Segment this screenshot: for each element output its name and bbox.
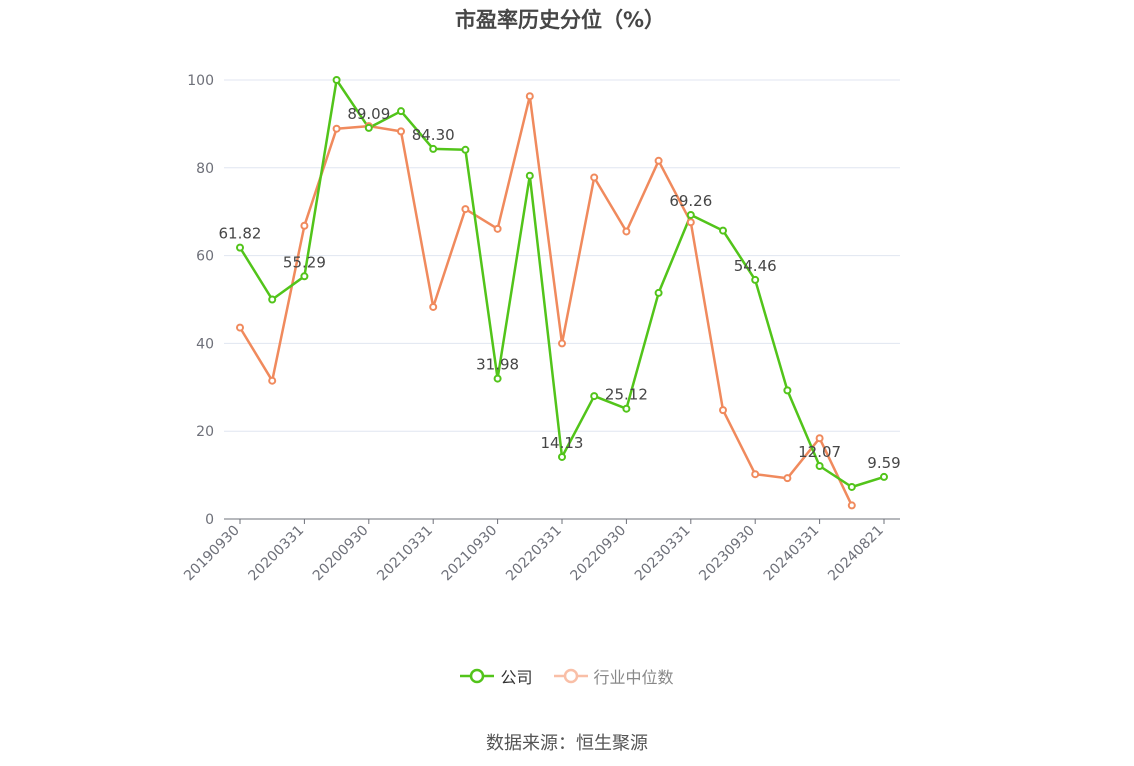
legend-label-company: 公司 bbox=[500, 668, 533, 687]
data-point bbox=[815, 462, 824, 471]
data-label: 69.26 bbox=[669, 192, 712, 210]
data-point bbox=[654, 288, 663, 297]
data-point bbox=[332, 124, 341, 133]
series-line-company bbox=[238, 78, 885, 489]
legend: 公司 行业中位数 bbox=[0, 664, 1134, 688]
data-point bbox=[686, 210, 695, 219]
data-point bbox=[461, 145, 470, 154]
data-point bbox=[686, 218, 695, 227]
data-label: 89.09 bbox=[347, 105, 390, 123]
y-tick-label: 40 bbox=[196, 336, 214, 352]
data-point bbox=[751, 470, 760, 479]
data-point bbox=[429, 144, 438, 153]
data-point bbox=[364, 123, 373, 132]
data-label: 31.98 bbox=[476, 356, 519, 374]
data-label: 61.82 bbox=[219, 225, 262, 243]
x-tick-label: 20230331 bbox=[632, 523, 694, 585]
data-point bbox=[880, 472, 888, 481]
data-point bbox=[397, 107, 405, 116]
data-point bbox=[397, 127, 405, 136]
data-label: 84.30 bbox=[412, 126, 455, 144]
x-tick-label: 20210331 bbox=[374, 523, 436, 585]
data-point bbox=[719, 406, 727, 415]
legend-label-industry: 行业中位数 bbox=[593, 668, 674, 687]
data-point bbox=[236, 323, 244, 332]
x-tick-label: 20230930 bbox=[696, 523, 758, 585]
data-point bbox=[558, 339, 566, 348]
data-point bbox=[493, 374, 502, 383]
data-label: 54.46 bbox=[734, 257, 777, 275]
y-tick-label: 20 bbox=[196, 424, 214, 440]
data-point bbox=[493, 224, 502, 233]
y-tick-label: 60 bbox=[196, 249, 214, 265]
x-tick-label: 20190930 bbox=[181, 523, 243, 585]
data-point bbox=[300, 272, 309, 281]
legend-item-industry[interactable]: 行业中位数 bbox=[553, 664, 674, 688]
y-tick-label: 0 bbox=[205, 512, 214, 528]
data-point bbox=[847, 482, 856, 491]
data-point bbox=[429, 302, 438, 311]
data-point bbox=[300, 221, 309, 230]
data-label: 12.07 bbox=[798, 443, 841, 461]
data-label: 9.59 bbox=[867, 454, 900, 472]
data-point bbox=[525, 92, 534, 101]
legend-line-marker-icon bbox=[553, 668, 588, 684]
x-tick-label: 20220331 bbox=[503, 523, 565, 585]
data-point bbox=[751, 275, 760, 284]
data-point bbox=[783, 386, 792, 395]
data-source: 数据来源：恒生聚源 bbox=[486, 733, 648, 754]
x-tick-label: 20200331 bbox=[246, 523, 308, 585]
x-tick-label: 20220930 bbox=[568, 523, 630, 585]
x-tick-label: 20200930 bbox=[310, 523, 372, 585]
legend-item-company[interactable]: 公司 bbox=[460, 664, 532, 688]
data-point bbox=[590, 392, 599, 401]
data-label: 14.13 bbox=[541, 434, 584, 452]
data-point bbox=[719, 226, 727, 235]
x-tick-label: 20210930 bbox=[439, 523, 501, 585]
series-line-industry bbox=[238, 94, 853, 506]
x-tick-label: 20240821 bbox=[825, 523, 887, 585]
y-tick-label: 80 bbox=[196, 161, 214, 177]
data-point bbox=[622, 227, 631, 236]
chart-title: 市盈率历史分位（%） bbox=[454, 8, 666, 32]
data-point bbox=[847, 501, 856, 510]
data-point bbox=[654, 156, 663, 165]
data-point bbox=[268, 376, 277, 385]
data-point bbox=[236, 243, 244, 252]
data-point bbox=[590, 173, 599, 182]
data-point bbox=[268, 295, 277, 304]
data-point bbox=[815, 434, 824, 443]
y-tick-label: 100 bbox=[187, 73, 214, 89]
data-point bbox=[622, 404, 631, 413]
data-point bbox=[461, 205, 470, 214]
data-label: 25.12 bbox=[605, 386, 648, 404]
data-point bbox=[525, 171, 534, 180]
legend-line-marker-icon bbox=[460, 668, 495, 684]
x-tick-label: 20240331 bbox=[761, 523, 823, 585]
data-point bbox=[332, 76, 341, 84]
data-point bbox=[783, 474, 792, 483]
data-label: 55.29 bbox=[283, 253, 326, 271]
data-point bbox=[558, 452, 566, 461]
